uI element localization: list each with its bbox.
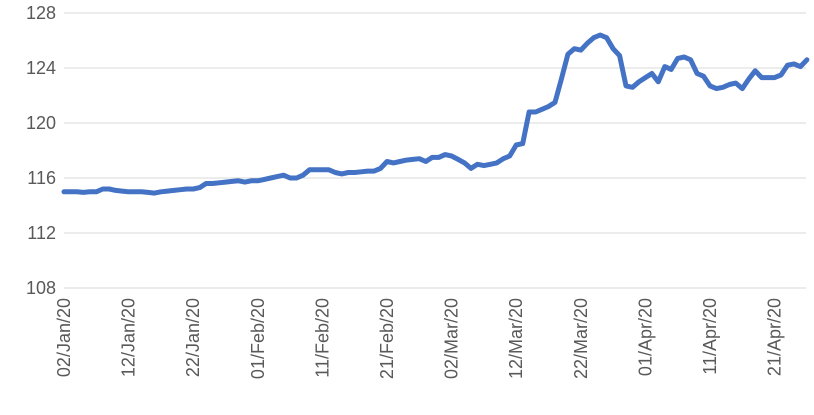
y-tick-label: 120 (26, 113, 56, 133)
x-tick-label: 01/Apr/20 (635, 298, 655, 376)
y-tick-label: 112 (27, 223, 56, 243)
y-tick-label: 108 (26, 278, 56, 298)
x-tick-label: 21/Feb/20 (377, 298, 397, 379)
x-tick-label: 22/Jan/20 (183, 298, 203, 377)
x-tick-label: 21/Apr/20 (765, 298, 785, 376)
x-tick-label: 22/Mar/20 (571, 298, 591, 379)
x-tick-label: 02/Mar/20 (442, 298, 462, 379)
data-line (61, 32, 810, 196)
x-tick-label: 02/Jan/20 (54, 298, 74, 377)
y-tick-label: 116 (27, 168, 56, 188)
x-tick-label: 11/Feb/20 (312, 298, 332, 378)
y-tick-label: 128 (26, 3, 56, 23)
x-tick-label: 12/Mar/20 (506, 298, 526, 379)
x-tick-label: 11/Apr/20 (700, 298, 720, 375)
x-tick-label: 12/Jan/20 (119, 298, 139, 377)
y-tick-label: 124 (26, 58, 56, 78)
x-tick-label: 01/Feb/20 (248, 298, 268, 379)
